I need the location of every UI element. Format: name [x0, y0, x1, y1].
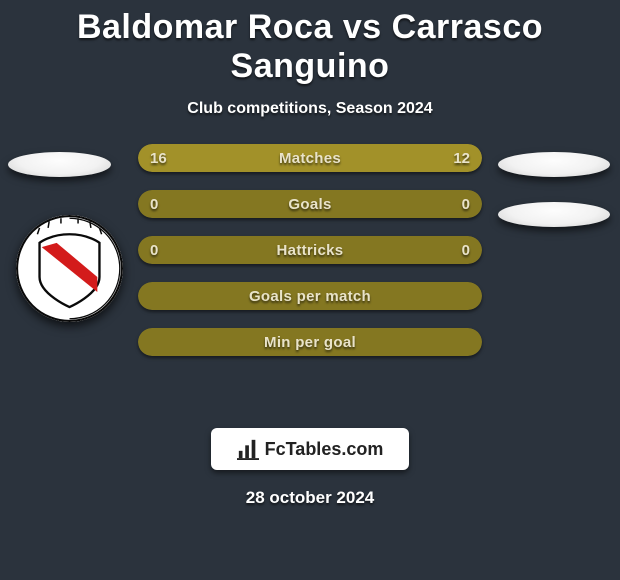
player-left-badge-placeholder: [8, 152, 111, 177]
stat-bar: Goals per match: [138, 282, 482, 310]
stat-bar-left-value: 0: [150, 190, 158, 218]
stat-bar: Matches16 12: [138, 144, 482, 172]
footer: FcTables.com 28 october 2024: [0, 420, 620, 508]
stat-bar: Goals0 0: [138, 190, 482, 218]
brand-text: FcTables.com: [265, 439, 384, 460]
comparison-stage: Matches1612Goals00Hattricks00Goals per m…: [0, 160, 620, 420]
club-crest-svg: [16, 215, 123, 322]
stat-bar-label: Goals per match: [138, 282, 482, 310]
stat-bar-label: Min per goal: [138, 328, 482, 356]
footer-date: 28 october 2024: [0, 488, 620, 508]
stat-bar: Hattricks0 0: [138, 236, 482, 264]
stat-bars: Matches1612Goals00Hattricks00Goals per m…: [138, 144, 482, 374]
stat-bar-left-value: 0: [150, 236, 158, 264]
stat-bar-label: Hattricks: [138, 236, 482, 264]
stat-bar-label: Goals: [138, 190, 482, 218]
player-left-club-crest: [16, 215, 123, 322]
stat-bar-right-value: 0: [462, 236, 470, 264]
stat-bar: Min per goal: [138, 328, 482, 356]
brand-badge: FcTables.com: [211, 428, 410, 470]
stat-bar-right-value: 0: [462, 190, 470, 218]
stat-bar-label: Matches: [138, 144, 482, 172]
page-title: Baldomar Roca vs Carrasco Sanguino: [0, 0, 620, 86]
stat-bar-right-value: 12: [453, 144, 470, 172]
page-subtitle: Club competitions, Season 2024: [0, 100, 620, 118]
player-right-club-placeholder: [498, 202, 610, 227]
player-right-badge-placeholder: [498, 152, 610, 177]
stat-bar-left-value: 16: [150, 144, 167, 172]
bar-chart-icon: [237, 438, 259, 460]
